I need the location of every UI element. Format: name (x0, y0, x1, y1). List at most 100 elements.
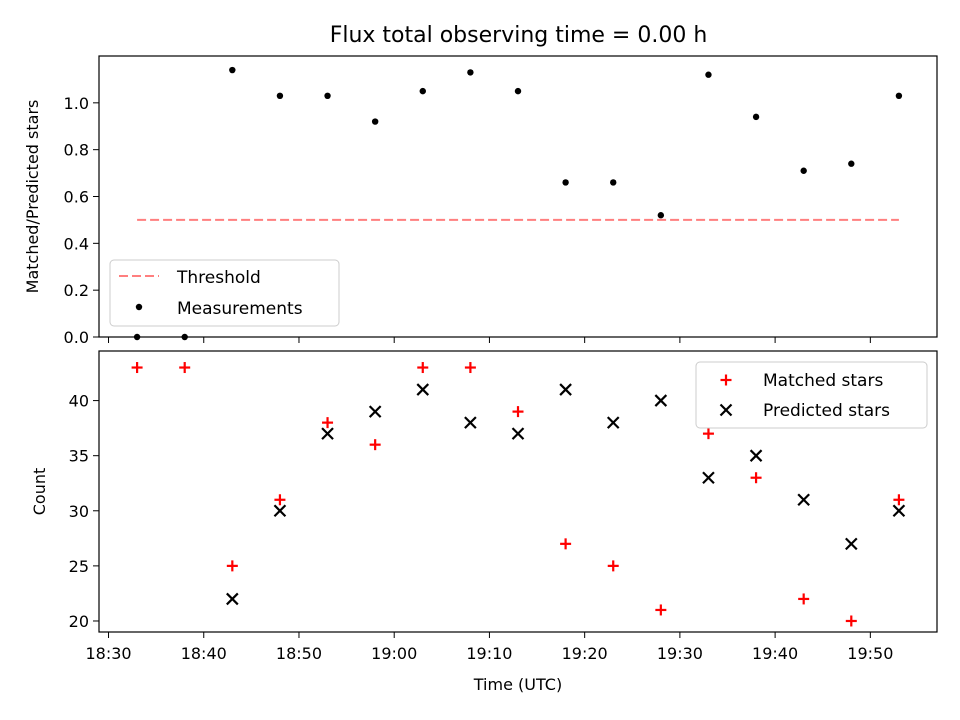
measurement-point (229, 66, 236, 74)
predicted-star-point (368, 405, 382, 418)
predicted-star-point (749, 449, 763, 462)
bottom-ytick-label: 30 (69, 502, 89, 521)
top-ytick-label: 0.2 (64, 281, 89, 300)
top-ylabel: Matched/Predicted stars (23, 100, 42, 294)
matched-star-point (655, 604, 667, 616)
predicted-star-point (606, 416, 620, 429)
bottom-legend: Matched stars Predicted stars (695, 361, 928, 429)
predicted-star-point (321, 427, 334, 440)
matched-star-point (322, 417, 334, 429)
matched-star-point (560, 538, 572, 550)
legend-threshold-label: Threshold (176, 268, 261, 288)
matched-star-point (607, 560, 619, 572)
bottom-legend-box (695, 361, 928, 429)
predicted-star-point-b (321, 427, 334, 440)
measurement-point (562, 179, 569, 186)
predicted-star-point (892, 504, 906, 518)
measurement-point (705, 71, 712, 78)
predicted-star-point-b (845, 537, 858, 551)
legend-measurements-label: Measurements (177, 299, 303, 319)
legend-measurements-swatch (135, 303, 143, 311)
matched-star-point (845, 615, 857, 627)
matched-star-point (274, 494, 286, 506)
matched-star-point (226, 560, 238, 572)
legend-matched-swatch (720, 374, 732, 386)
measurement-point (371, 118, 379, 125)
legend-predicted-swatch (719, 403, 733, 417)
measurement-point (419, 87, 426, 95)
matched-star-point (512, 406, 524, 418)
top-ytick-label: 0.4 (64, 234, 89, 253)
top-ytick-label: 0.8 (64, 141, 89, 160)
matched-star-point (131, 362, 143, 374)
predicted-star-point-b (273, 504, 287, 518)
measurement-point (514, 87, 522, 95)
bottom-ytick-label: 25 (69, 557, 89, 576)
bottom-xtick-label: 19:00 (371, 644, 417, 663)
predicted-star-point-b (416, 383, 430, 396)
measurement-point (848, 160, 855, 167)
bottom-ytick-label: 35 (69, 447, 89, 466)
measurement-point (610, 179, 617, 186)
top-ytick-label: 1.0 (64, 94, 89, 113)
bottom-xtick-label: 19:50 (847, 644, 893, 663)
bottom-ylabel: Count (30, 468, 49, 516)
top-ytick-label: 0.0 (64, 328, 89, 347)
predicted-star-point (559, 383, 572, 396)
measurement-point (800, 167, 807, 174)
measurement-point (895, 92, 903, 100)
matched-star-point (369, 439, 381, 451)
predicted-star-point-b (226, 592, 239, 606)
top-legend-box (109, 259, 340, 327)
bottom-xtick-label: 19:30 (657, 644, 703, 663)
matched-star-point (750, 472, 762, 484)
predicted-star-point-b (797, 493, 810, 507)
top-panel: 0.0 0.2 0.4 0.6 0.8 1.0 Matched/Predicted star… (23, 55, 938, 347)
matched-star-point (179, 362, 191, 374)
bottom-xtick-label: 19:40 (752, 644, 798, 663)
predicted-star-point-b (464, 416, 477, 429)
matched-star-point (464, 362, 476, 374)
predicted-star-point-b (654, 394, 668, 407)
predicted-star-point (845, 537, 858, 551)
predicted-star-point (797, 493, 810, 507)
predicted-star-point (226, 592, 239, 606)
predicted-star-point (511, 427, 525, 440)
bottom-xtick-label: 18:40 (181, 644, 227, 663)
bottom-panel: 20 25 30 35 40 18:30 18:40 18:50 19:00 19:10 19:20… (30, 350, 938, 694)
bottom-xtick-label: 18:30 (85, 644, 131, 663)
predicted-star-point (273, 504, 287, 518)
predicted-star-point-b (368, 405, 382, 418)
predicted-star-point-b (511, 427, 525, 440)
measurement-point (657, 212, 665, 219)
bottom-xtick-label: 18:50 (276, 644, 322, 663)
top-ytick-label: 0.6 (64, 188, 89, 207)
legend-predicted-swatch-b (719, 403, 733, 417)
figure-title: Flux total observing time = 0.00 h (330, 23, 708, 48)
predicted-star-point-b (606, 416, 620, 429)
predicted-star-point (654, 394, 668, 407)
measurement-point (752, 113, 760, 121)
predicted-star-point (702, 471, 715, 485)
predicted-star-point-b (892, 504, 906, 518)
predicted-star-point-b (749, 449, 763, 462)
legend-matched-label: Matched stars (763, 371, 883, 391)
bottom-xtick-label: 19:20 (562, 644, 608, 663)
matched-star-point (893, 494, 905, 506)
measurement-point (276, 92, 284, 100)
matched-star-point (798, 593, 810, 605)
bottom-xlabel: Time (UTC) (473, 675, 562, 694)
top-axes-frame (98, 55, 938, 338)
legend-predicted-label: Predicted stars (763, 401, 890, 421)
bottom-xtick-label: 19:10 (466, 644, 512, 663)
predicted-star-point (464, 416, 477, 429)
bottom-ytick-label: 20 (69, 612, 89, 631)
predicted-star-point (416, 383, 430, 396)
bottom-axes-frame (98, 350, 938, 633)
predicted-star-point-b (559, 383, 572, 396)
measurement-point (467, 69, 474, 76)
matched-star-point (417, 362, 429, 374)
predicted-star-point-b (702, 471, 715, 485)
